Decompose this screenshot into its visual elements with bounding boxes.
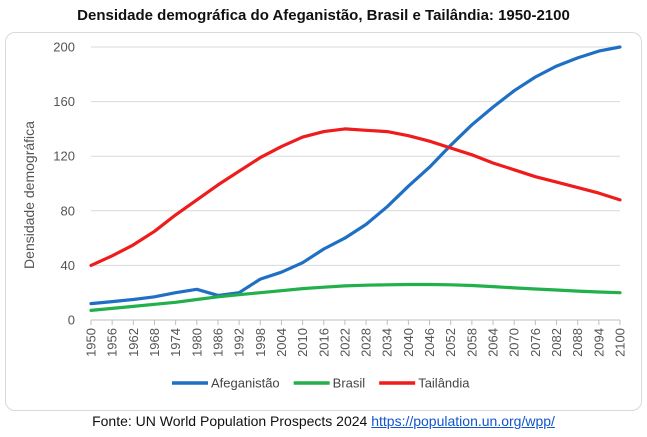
x-tick-label: 2040 bbox=[401, 328, 416, 357]
x-tick-label: 2034 bbox=[380, 328, 395, 357]
x-tick-label: 1968 bbox=[147, 328, 162, 357]
y-axis-title: Densidade demográfica bbox=[21, 121, 37, 269]
x-tick-label: 2094 bbox=[591, 328, 606, 357]
x-tick-label: 2052 bbox=[443, 328, 458, 357]
x-tick-label: 2064 bbox=[486, 328, 501, 357]
legend-label: Tailândia bbox=[418, 376, 470, 391]
legend-label: Brasil bbox=[333, 376, 366, 391]
legend: Afeganistão Brasil Tailândia bbox=[172, 376, 470, 391]
y-tick-label: 40 bbox=[61, 258, 75, 273]
x-tick-label: 2088 bbox=[570, 328, 585, 357]
x-tick-label: 1956 bbox=[105, 328, 120, 357]
x-axis-ticks: 1950 1956 1962 1968 1974 1980 1986 1992 1998 2004… bbox=[84, 320, 628, 357]
source-link[interactable]: https://population.un.org/wpp/ bbox=[371, 413, 555, 429]
series-line-tailândia bbox=[89, 127, 622, 267]
series-line-afeganistão bbox=[89, 45, 622, 306]
y-axis-ticks: 0 40 80 120 160 200 bbox=[53, 40, 75, 328]
legend-label: Afeganistão bbox=[211, 376, 280, 391]
x-tick-label: 1992 bbox=[232, 328, 247, 357]
y-tick-label: 160 bbox=[53, 94, 75, 109]
x-tick-label: 2022 bbox=[337, 328, 352, 357]
y-tick-label: 120 bbox=[53, 149, 75, 164]
x-tick-label: 2070 bbox=[507, 328, 522, 357]
x-tick-label: 2082 bbox=[549, 328, 564, 357]
x-tick-label: 2046 bbox=[422, 328, 437, 357]
x-tick-label: 2076 bbox=[528, 328, 543, 357]
grid-lines bbox=[91, 46, 620, 321]
chart-title: Densidade demográfica do Afeganistão, Br… bbox=[77, 7, 570, 24]
source-text: Fonte: UN World Population Prospects 202… bbox=[92, 413, 372, 429]
y-tick-label: 0 bbox=[68, 313, 75, 328]
x-tick-label: 2016 bbox=[316, 328, 331, 357]
series-lines bbox=[89, 45, 622, 312]
series-line-brasil bbox=[89, 282, 622, 312]
chart-frame bbox=[5, 32, 642, 411]
x-tick-label: 1986 bbox=[210, 328, 225, 357]
x-tick-label: 2010 bbox=[295, 328, 310, 357]
y-tick-label: 80 bbox=[61, 203, 75, 218]
y-tick-label: 200 bbox=[53, 40, 75, 55]
x-tick-label: 1962 bbox=[126, 328, 141, 357]
x-tick-label: 2028 bbox=[359, 328, 374, 357]
x-tick-label: 1950 bbox=[84, 328, 99, 357]
x-tick-label: 1980 bbox=[189, 328, 204, 357]
x-tick-label: 2100 bbox=[613, 328, 628, 357]
source-line: Fonte: UN World Population Prospects 202… bbox=[0, 413, 647, 429]
x-tick-label: 1998 bbox=[253, 328, 268, 357]
x-tick-label: 1974 bbox=[168, 328, 183, 357]
x-tick-label: 2058 bbox=[464, 328, 479, 357]
x-tick-label: 2004 bbox=[274, 328, 289, 357]
